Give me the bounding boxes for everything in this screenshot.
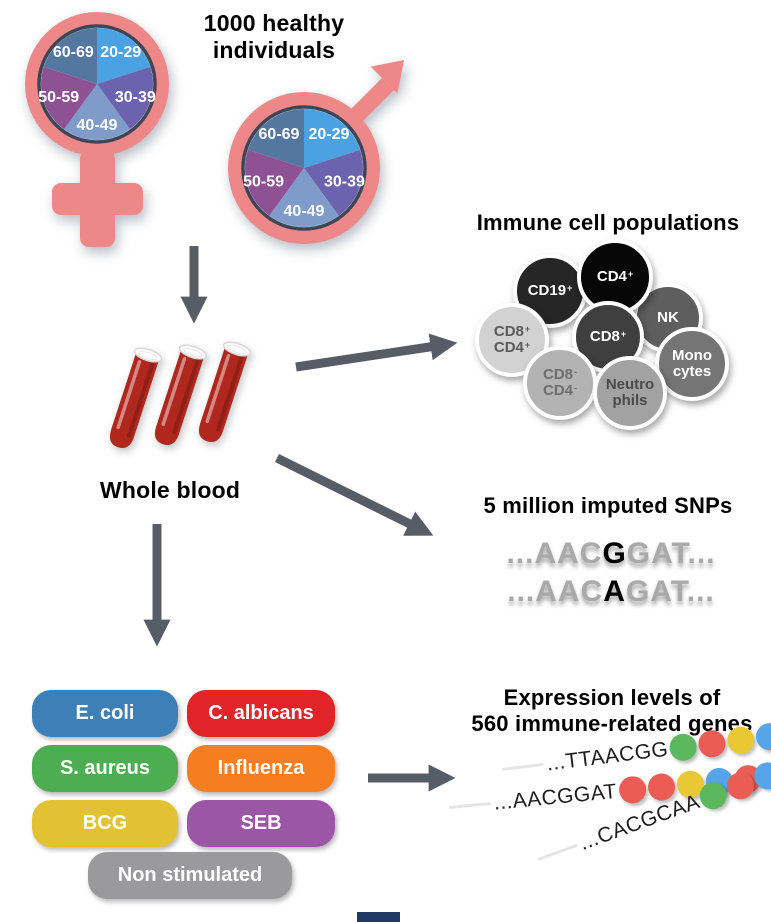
female-symbol-crossbar [52, 183, 143, 215]
immune-cell-label: CD4- [542, 382, 577, 399]
age-label-20-29: 20-29 [309, 126, 350, 143]
age-label-60-69: 60-69 [259, 126, 300, 143]
age-slice-30-39 [304, 149, 363, 216]
stimulation-label: BCG [82, 812, 128, 834]
immune-cell-cd8-cd4-neg: CD8- CD4- [523, 346, 597, 420]
age-label-50-59: 50-59 [38, 89, 79, 106]
sequence-segment: ...AAC [507, 575, 604, 608]
age-label-40-49: 40-49 [77, 117, 118, 134]
age-label-40-49: 40-49 [284, 203, 325, 220]
age-slice-20-29 [304, 109, 361, 168]
stimulation-pill-c-albicans: C. albicans [187, 690, 335, 737]
blood-tube [109, 347, 163, 448]
age-slice-40-49 [269, 168, 339, 227]
immune-cell-label: Mono [672, 346, 712, 364]
immune-populations-title: Immune cell populations [476, 210, 740, 235]
immune-cell-label: CD8+ [589, 327, 627, 345]
stimulation-label: S. aureus [59, 757, 151, 779]
immune-cell-monocytes: Mono cytes [655, 327, 729, 401]
age-slice-40-49 [64, 84, 130, 140]
age-slice-30-39 [97, 66, 154, 130]
expression-dot-blue [754, 721, 771, 752]
sequence-segment: GAT... [626, 537, 716, 570]
superscript: + [627, 268, 634, 279]
expression-title: Expression levels of 560 immune-related … [471, 685, 753, 736]
age-slice-50-59 [245, 149, 304, 216]
age-label-20-29: 20-29 [100, 44, 141, 61]
stimulation-label: C. albicans [208, 702, 314, 724]
superscript: + [620, 328, 627, 339]
stimulation-label: Influenza [217, 757, 305, 779]
expression-dot-red [697, 728, 728, 759]
cohort-title: 1000 healthy individuals [203, 10, 345, 64]
immune-cell-neutrophils: Neutro phils [593, 356, 667, 430]
stimulation-pill-bcg: BCG [32, 800, 178, 847]
immune-cell-label: CD8- [542, 365, 577, 383]
snps-title: 5 million imputed SNPs [483, 493, 733, 518]
age-label-30-39: 30-39 [324, 174, 365, 191]
stimulation-label: SEB [240, 812, 282, 834]
immune-cell-label: Neutro [605, 375, 655, 393]
whole-blood-label: Whole blood [99, 477, 241, 503]
female-age-pie: 20-29 30-39 40-49 50-59 60-69 [38, 27, 156, 140]
bottom-edge-fragment [357, 912, 400, 922]
snp-sequence: ...AACGGAT... [450, 537, 771, 571]
immune-cell-label: CD4+ [596, 267, 634, 285]
superscript: - [574, 382, 577, 393]
superscript: + [524, 339, 531, 350]
age-slice-60-69 [247, 109, 304, 168]
blood-tube [154, 344, 208, 445]
expression-dot-red [617, 775, 648, 805]
superscript: + [524, 323, 531, 334]
stimulation-label: Non stimulated [117, 864, 263, 886]
flow-arrows [143, 246, 458, 792]
blood-tube [198, 341, 252, 442]
arrow-blood-to-immune-cells [295, 333, 458, 372]
blood-tubes [109, 341, 252, 448]
age-slice-50-59 [40, 66, 97, 130]
immune-cell-label: cytes [672, 363, 712, 380]
arrow-blood-to-snps [274, 453, 434, 536]
stimulation-pill-e-coli: E. coli [32, 690, 178, 737]
age-slice-60-69 [43, 27, 97, 84]
age-label-50-59: 50-59 [243, 174, 284, 191]
stimulation-pill-s-aureus: S. aureus [32, 745, 178, 792]
stimulation-label: E. coli [75, 702, 135, 724]
superscript: + [567, 282, 573, 293]
immune-cell-label: CD8+ [493, 322, 531, 340]
female-symbol: 20-29 30-39 40-49 50-59 60-69 [25, 12, 169, 247]
expression-dot-yellow [726, 725, 757, 756]
superscript: - [574, 366, 577, 377]
age-slice-20-29 [97, 27, 151, 85]
snp-sequence: ...AACAGAT... [450, 575, 771, 609]
stimulation-pill-seb: SEB [187, 800, 335, 847]
stimulation-pill-non-stimulated: Non stimulated [88, 852, 292, 899]
snp-allele: A [603, 575, 626, 608]
immune-cell-label: NK [657, 308, 679, 326]
age-label-30-39: 30-39 [115, 89, 156, 106]
expression-dot-green [668, 732, 699, 763]
stimulation-pill-influenza: Influenza [187, 745, 335, 792]
immune-cell-label: CD19+ [527, 281, 573, 299]
sequence-segment: GAT... [625, 575, 715, 608]
sequence-segment: ...AAC [506, 537, 603, 570]
immune-cell-label: phils [612, 392, 648, 409]
male-symbol-arrowhead [370, 60, 404, 94]
snp-allele: G [602, 537, 627, 570]
age-label-60-69: 60-69 [53, 44, 94, 61]
immune-cell-label: CD4+ [493, 339, 531, 356]
